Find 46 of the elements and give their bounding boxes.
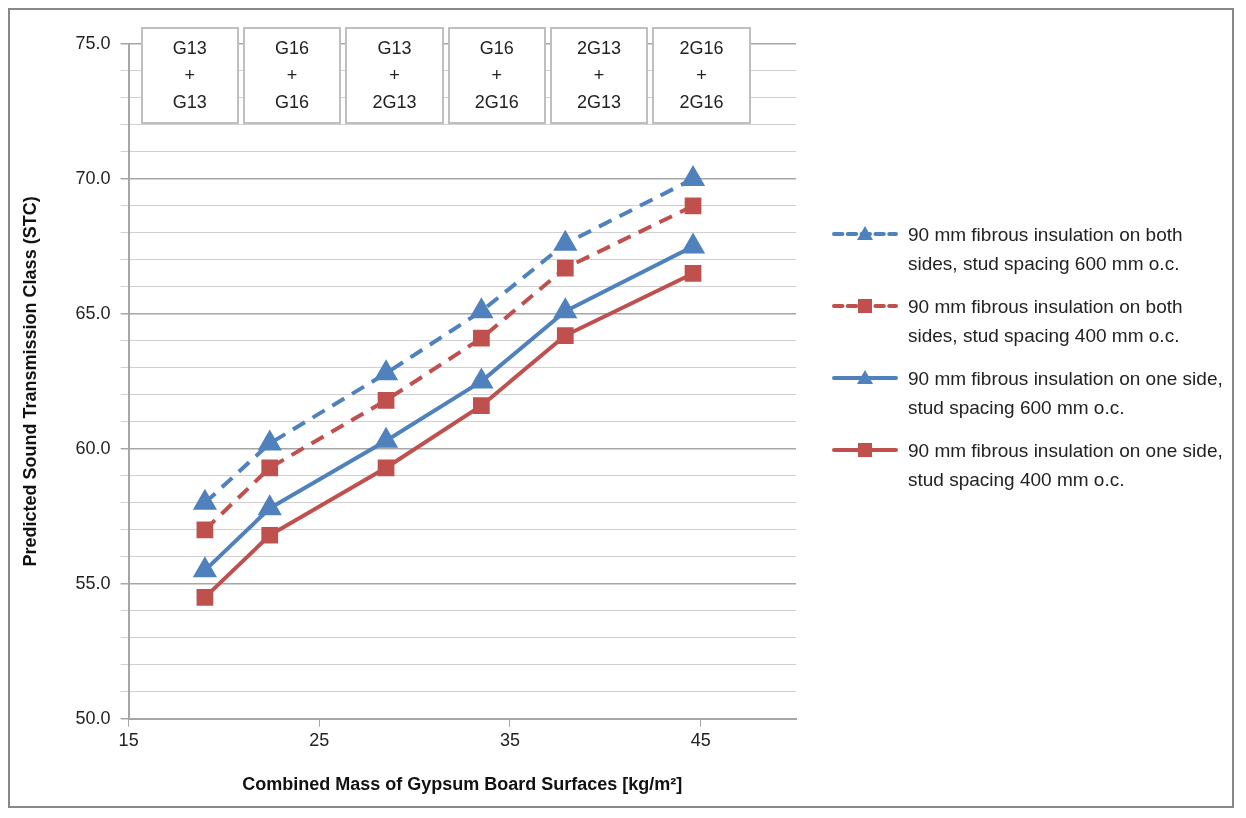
y-tick-label: 55.0 — [75, 572, 111, 593]
point — [473, 397, 490, 415]
point — [261, 459, 279, 477]
point — [470, 299, 493, 319]
point — [194, 558, 216, 578]
label-box: G13 + G13 — [140, 27, 239, 124]
x-axis-title: Combined Mass of Gypsum Board Surfaces [kg/m²] — [242, 774, 683, 795]
annotation: G16 + G16 — [275, 37, 310, 114]
point — [554, 299, 576, 319]
point — [682, 234, 704, 254]
point — [377, 459, 395, 477]
label-box: G16 + 2G16 — [447, 27, 546, 124]
x-tick-label: 35 — [499, 729, 520, 750]
legend-label: 90 mm fibrous insulation on one side, stud spacing 400 mm o.c. — [908, 439, 1224, 492]
point — [470, 369, 493, 389]
point — [261, 526, 279, 544]
x-tick-label: 15 — [118, 729, 139, 750]
annotation: G13 + G13 — [172, 37, 207, 114]
y-axis-title: Predicted Sound Transmission Class (STC) — [19, 196, 40, 567]
label-box: G13 + 2G13 — [345, 27, 444, 124]
annotation: G16 + 2G16 — [474, 37, 519, 114]
annotation: G13 + 2G13 — [372, 37, 417, 114]
legend-label: 90 mm fibrous insulation on both sides, stud spacing 400 mm o.c. — [908, 295, 1184, 348]
annotation: 2G13 + 2G13 — [577, 37, 622, 114]
label-box: G16 + G16 — [242, 27, 342, 124]
point — [375, 361, 397, 381]
point — [196, 521, 214, 539]
annotation: 2G16 + 2G16 — [679, 37, 724, 114]
legend-label: 90 mm fibrous insulation on one side, stud spacing 600 mm o.c. — [908, 367, 1224, 420]
label-box: 2G16 + 2G16 — [652, 27, 751, 124]
legend-label: 90 mm fibrous insulation on both sides, stud spacing 600 mm o.c. — [908, 223, 1184, 276]
y-tick-label: 65.0 — [75, 302, 111, 323]
point — [377, 391, 395, 409]
point — [259, 496, 281, 516]
point — [682, 166, 704, 186]
y-tick-label: 60.0 — [75, 437, 111, 458]
point — [196, 588, 214, 606]
x-tick-label: 45 — [690, 729, 711, 750]
y-tick-label: 75.0 — [75, 32, 111, 53]
point — [556, 327, 574, 344]
point — [473, 329, 490, 347]
x-tick-label: 25 — [309, 729, 330, 750]
y-tick-label: 50.0 — [75, 707, 111, 728]
y-tick-label: 70.0 — [75, 167, 111, 188]
label-box: 2G13 + 2G13 — [549, 27, 649, 124]
point — [259, 431, 281, 451]
